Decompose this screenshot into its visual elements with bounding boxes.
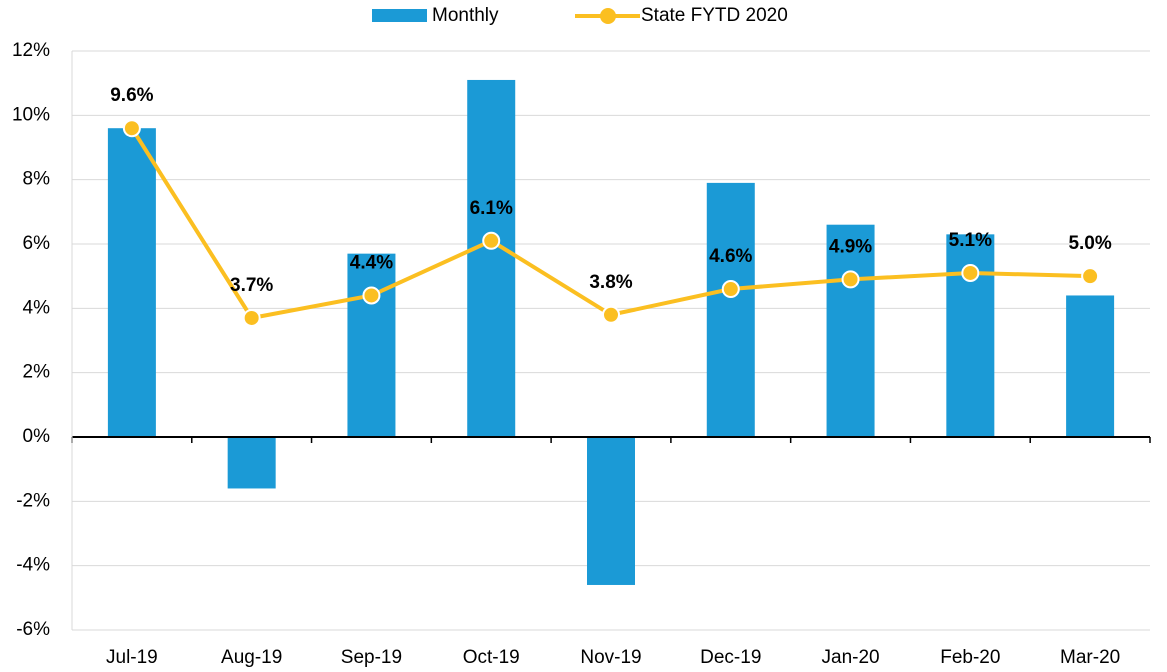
line-point [961, 263, 980, 282]
bar [107, 128, 156, 437]
data-label: 5.1% [949, 230, 992, 251]
x-tick-label: Jan-20 [822, 647, 880, 668]
bar [706, 182, 755, 437]
y-tick-label: 4% [23, 297, 51, 318]
line-point [362, 286, 381, 305]
y-tick-label: 6% [23, 233, 51, 254]
line-point [1081, 267, 1100, 286]
line-point [602, 305, 620, 324]
bar [467, 79, 516, 437]
y-tick-label: 10% [12, 104, 50, 125]
bar [347, 253, 396, 437]
x-tick-label: Dec-19 [700, 647, 761, 668]
data-label: 4.4% [350, 252, 393, 273]
bar [1066, 295, 1115, 437]
line-point [721, 280, 740, 299]
legend-label: State FYTD 2020 [641, 5, 788, 26]
y-tick-label: 2% [23, 362, 51, 383]
line-point [482, 231, 501, 250]
y-tick-label: 12% [12, 40, 50, 61]
line-point [242, 308, 261, 327]
x-tick-label: Feb-20 [940, 647, 1000, 668]
y-tick-label: -4% [16, 555, 50, 576]
x-tick-label: Sep-19 [341, 647, 402, 668]
data-label: 4.9% [829, 236, 872, 257]
line-point [122, 119, 141, 138]
bar [826, 224, 875, 437]
y-tick-label: 0% [23, 426, 51, 447]
data-label: 4.6% [709, 246, 752, 267]
x-tick-label: Jul-19 [106, 647, 158, 668]
bar [227, 437, 276, 489]
legend-swatch-point [600, 8, 616, 24]
data-label: 3.8% [589, 272, 632, 293]
data-label: 6.1% [470, 198, 513, 219]
data-label: 9.6% [110, 85, 153, 106]
data-label: 3.7% [230, 275, 273, 296]
x-tick-label: Mar-20 [1060, 647, 1120, 668]
legend-swatch [372, 9, 427, 22]
data-label: 5.0% [1068, 233, 1111, 254]
y-tick-label: -6% [16, 619, 50, 640]
x-tick-label: Aug-19 [221, 647, 282, 668]
x-tick-label: Nov-19 [580, 647, 641, 668]
bar [587, 437, 635, 585]
y-tick-label: 8% [23, 169, 51, 190]
x-tick-label: Oct-19 [463, 647, 520, 668]
legend-label: Monthly [432, 5, 499, 26]
y-tick-label: -2% [16, 490, 50, 511]
line-point [841, 270, 860, 289]
